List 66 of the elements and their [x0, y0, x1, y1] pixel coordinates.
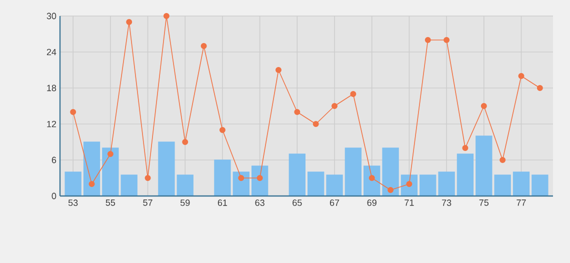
bar [326, 174, 343, 196]
x-tick-label: 61 [218, 200, 228, 206]
point [275, 67, 282, 74]
bar [494, 174, 511, 196]
point [126, 19, 132, 26]
bar [214, 160, 231, 196]
x-tick-label: 59 [180, 200, 190, 206]
x-tick-label: 75 [479, 200, 489, 206]
point [219, 127, 226, 133]
bar [420, 174, 436, 196]
point [536, 85, 543, 92]
bar [158, 142, 175, 196]
point [294, 109, 300, 116]
point [350, 91, 356, 97]
point [388, 187, 394, 193]
point [182, 139, 188, 145]
bar [512, 172, 530, 196]
point [462, 145, 468, 151]
y-tick-label: 18 [47, 84, 56, 92]
bar [476, 136, 492, 196]
x-tick-label: 63 [255, 200, 264, 206]
point [88, 181, 95, 187]
point [107, 151, 114, 157]
y-tick-label: 0 [52, 192, 56, 200]
x-tick-label: 71 [404, 200, 414, 206]
x-tick-label: 77 [516, 200, 526, 206]
bar [176, 174, 194, 196]
y-tick-label: 30 [46, 12, 56, 20]
x-tick-label: 65 [292, 200, 302, 206]
x-tick-label: 57 [143, 200, 152, 206]
point [480, 103, 487, 109]
point [163, 13, 170, 20]
bar [102, 148, 119, 196]
point [256, 175, 263, 181]
point [70, 109, 76, 116]
point [500, 157, 506, 163]
bar [456, 154, 474, 196]
bar [532, 174, 548, 196]
point [200, 43, 207, 50]
bar [438, 172, 455, 196]
point [424, 37, 431, 44]
x-tick-label: 53 [68, 200, 78, 206]
bar [288, 154, 306, 196]
point [144, 175, 151, 181]
point [444, 37, 450, 44]
y-tick-label: 6 [52, 156, 56, 164]
bar [344, 148, 362, 196]
point [332, 103, 338, 109]
y-tick-label: 24 [46, 48, 56, 56]
point [518, 73, 524, 79]
bar [382, 148, 399, 196]
bar [120, 174, 138, 196]
x-tick-label: 69 [367, 200, 376, 206]
x-tick-label: 73 [442, 200, 452, 206]
point [312, 121, 319, 127]
bar [64, 172, 82, 196]
x-tick-label: 55 [106, 200, 116, 206]
point [238, 175, 244, 181]
x-tick-label: 67 [330, 200, 340, 206]
bar [364, 166, 380, 196]
point [368, 175, 375, 181]
bar [83, 142, 100, 196]
bar [308, 172, 324, 196]
bar [251, 166, 268, 196]
y-tick-label: 12 [47, 120, 56, 128]
bar [232, 172, 250, 196]
